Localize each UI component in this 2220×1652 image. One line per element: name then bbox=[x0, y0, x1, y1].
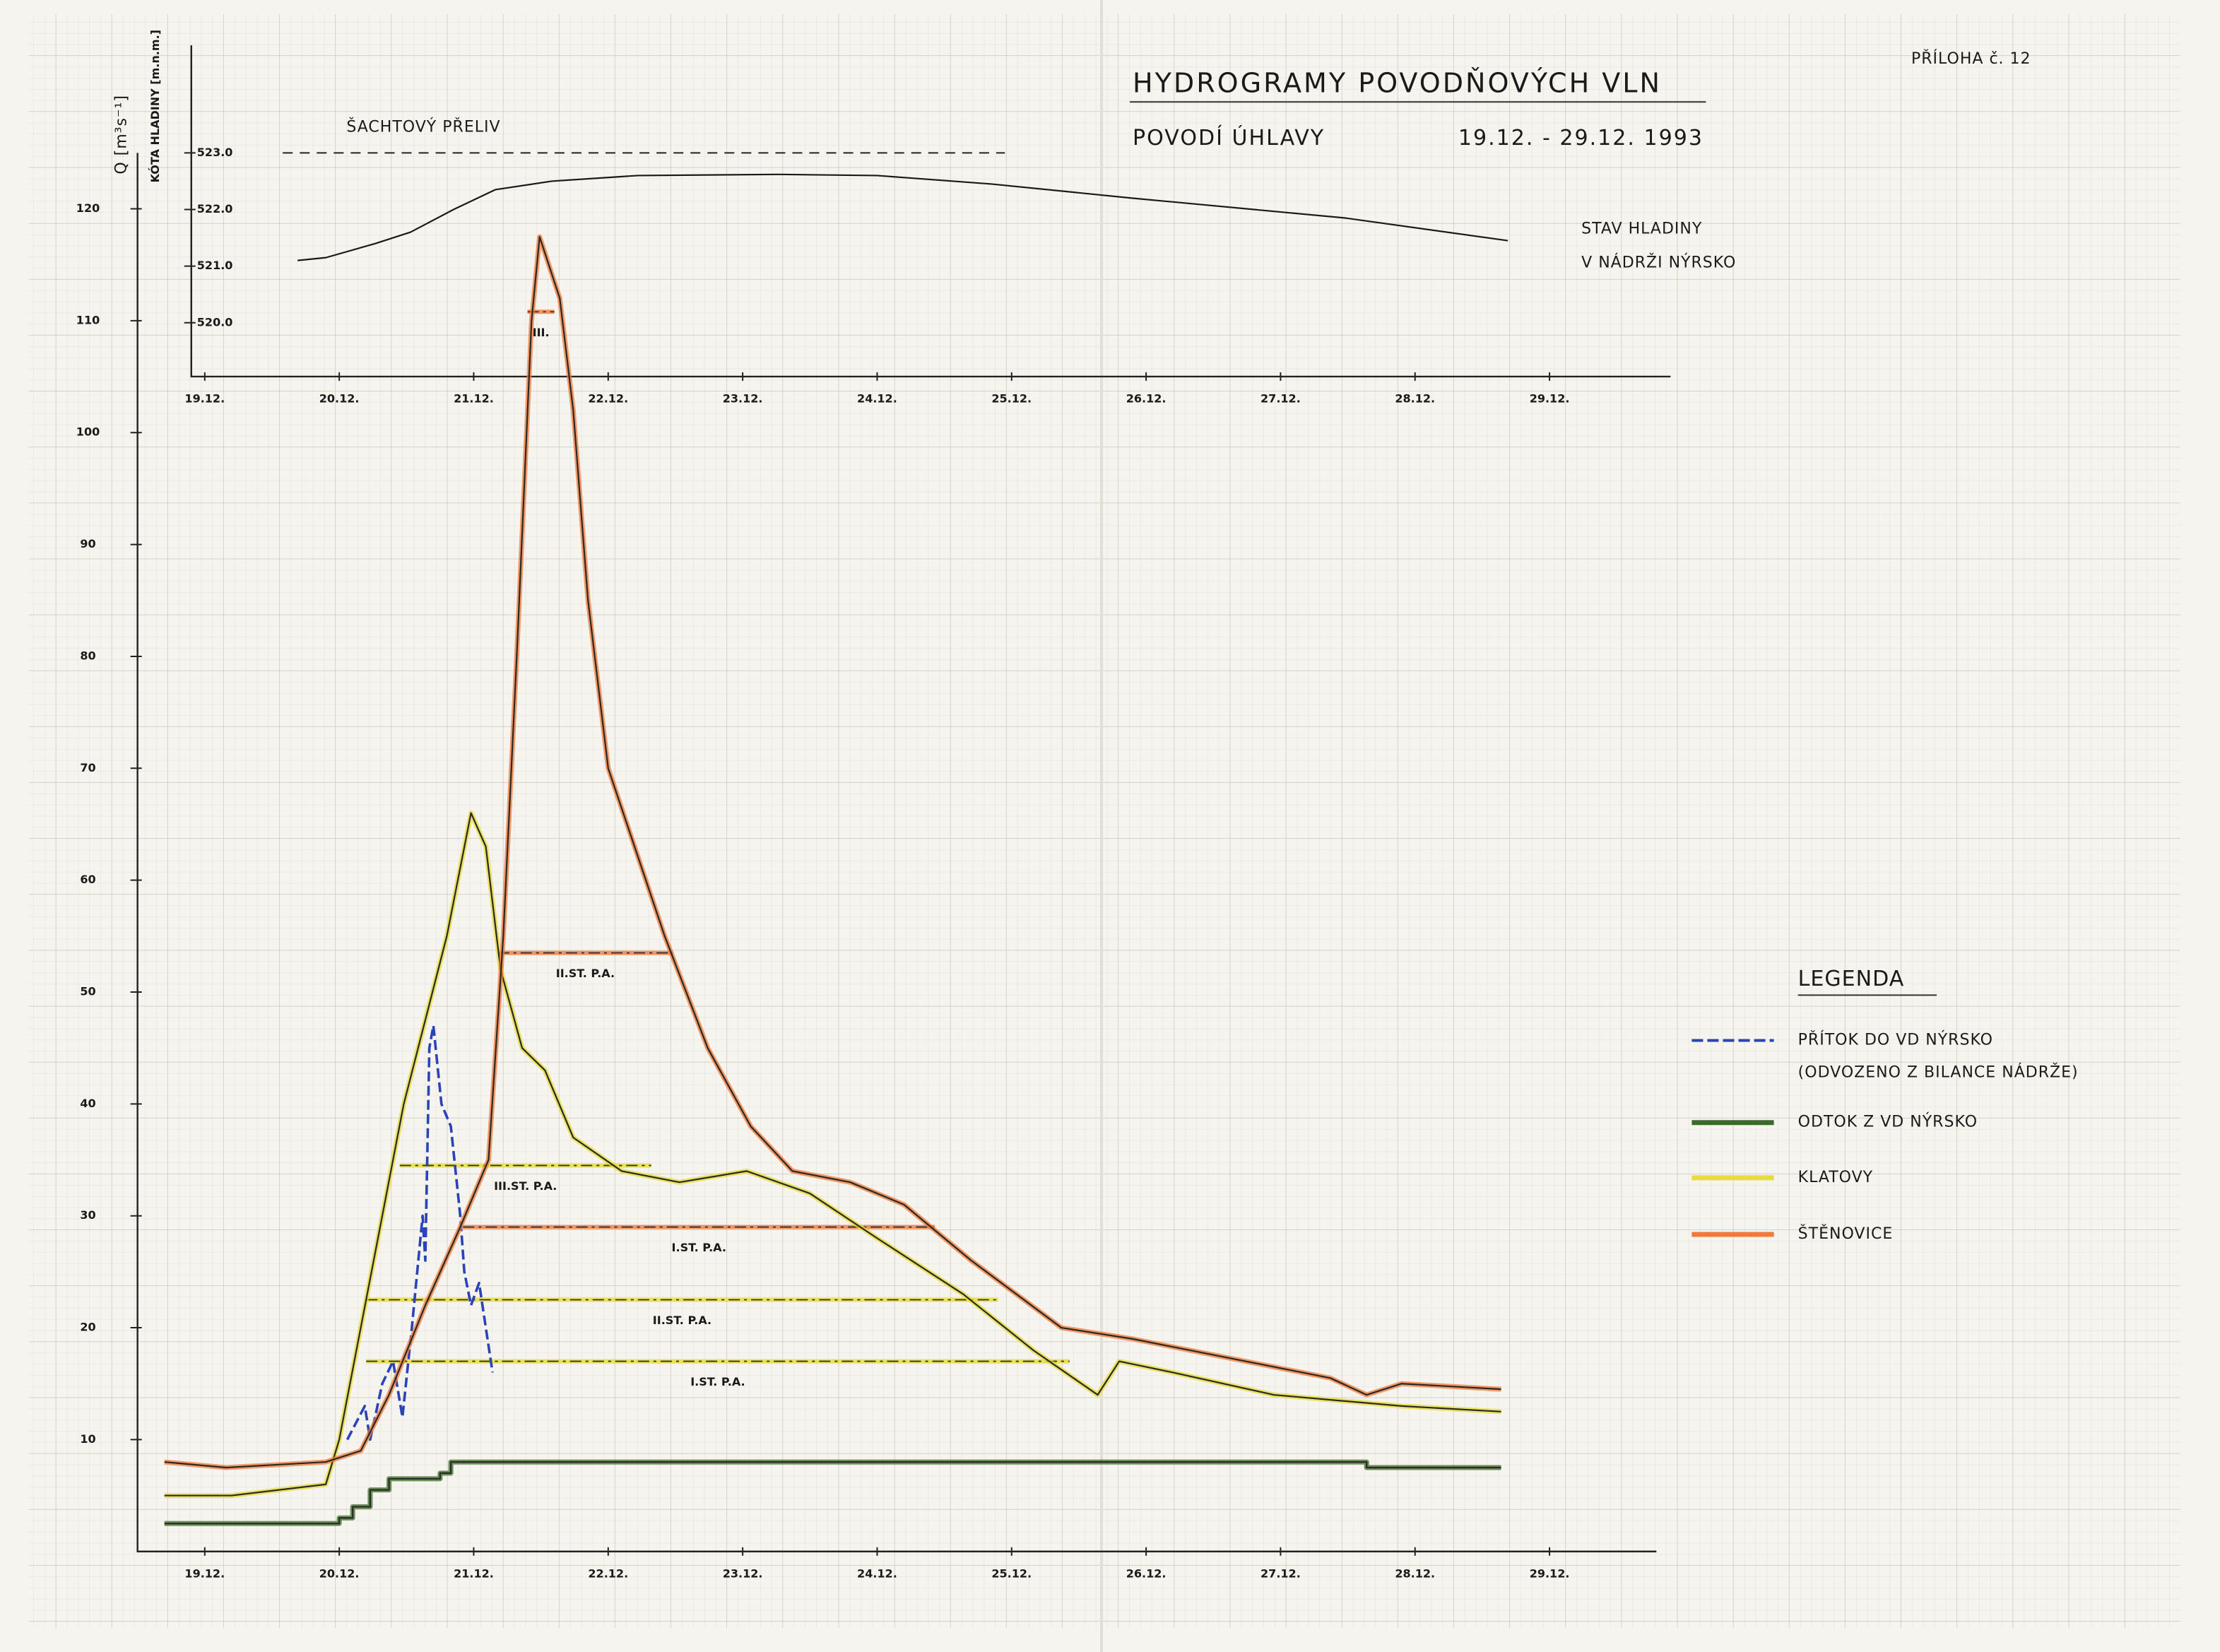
series-line bbox=[164, 812, 1501, 1497]
x-tick-label: 26.12. bbox=[1126, 391, 1167, 405]
threshold-label: III. bbox=[533, 326, 550, 339]
subtitle: POVODÍ ÚHLAVY bbox=[1133, 124, 1325, 151]
legend-label: ODTOK Z VD NÝRSKO bbox=[1798, 1113, 1978, 1131]
y-tick-label: 523.0 bbox=[197, 146, 233, 159]
y-tick-label: 50 bbox=[80, 985, 95, 998]
threshold-label: II.ST. P.A. bbox=[556, 967, 615, 980]
graph-paper bbox=[28, 14, 2180, 1628]
threshold-label: II.ST. P.A. bbox=[653, 1314, 712, 1327]
legend-label: PŘÍTOK DO VD NÝRSKO bbox=[1798, 1031, 1993, 1049]
x-tick-label: 20.12. bbox=[319, 1567, 360, 1580]
attachment: PŘÍLOHA č. 12 bbox=[1911, 49, 2031, 68]
x-tick-label: 19.12. bbox=[184, 1567, 225, 1580]
y-tick-label: 80 bbox=[80, 649, 95, 662]
x-tick-label: 23.12. bbox=[723, 391, 763, 405]
period: 19.12. - 29.12. 1993 bbox=[1458, 126, 1704, 151]
y-tick-label: 40 bbox=[80, 1097, 95, 1110]
x-tick-label: 19.12. bbox=[184, 391, 225, 405]
y-tick-label: 10 bbox=[80, 1432, 95, 1446]
legend-label: ŠTĚNOVICE bbox=[1798, 1225, 1894, 1243]
legend-note: (ODVOZENO Z BILANCE NÁDRŽE) bbox=[1798, 1063, 2079, 1082]
axis bbox=[136, 153, 1657, 1552]
threshold-label: I.ST. P.A. bbox=[672, 1241, 726, 1254]
x-tick-label: 28.12. bbox=[1395, 1567, 1435, 1580]
x-tick-label: 29.12. bbox=[1530, 1567, 1570, 1580]
x-tick-label: 27.12. bbox=[1260, 1567, 1301, 1580]
y-tick-label: 20 bbox=[80, 1321, 95, 1334]
chart-title: HYDROGRAMY POVODŇOVÝCH VLN bbox=[1133, 68, 1662, 99]
x-tick-label: 22.12. bbox=[588, 391, 628, 405]
x-tick-label: 25.12. bbox=[991, 391, 1032, 405]
threshold-label: III.ST. P.A. bbox=[494, 1179, 557, 1193]
x-tick-label: 25.12. bbox=[991, 1567, 1032, 1580]
y-tick-label: 100 bbox=[76, 425, 100, 439]
y-axis-label: KÓTA HLADINY [m.n.m.] bbox=[148, 30, 162, 182]
annotation: V NÁDRŽI NÝRSKO bbox=[1581, 254, 1736, 272]
x-tick-label: 26.12. bbox=[1126, 1567, 1167, 1580]
y-tick-label: 120 bbox=[76, 201, 100, 215]
x-tick-label: 20.12. bbox=[319, 391, 360, 405]
y-tick-label: 70 bbox=[80, 761, 95, 774]
x-tick-label: 24.12. bbox=[857, 1567, 897, 1580]
series-line bbox=[164, 236, 1501, 1469]
x-tick-label: 21.12. bbox=[454, 391, 494, 405]
legend-title: LEGENDA bbox=[1798, 967, 1905, 991]
x-tick-label: 27.12. bbox=[1260, 391, 1301, 405]
y-tick-label: 110 bbox=[76, 313, 100, 326]
series-line bbox=[297, 173, 1508, 261]
y-axis-label: Q [m³s⁻¹] bbox=[113, 95, 131, 175]
x-tick-label: 24.12. bbox=[857, 391, 897, 405]
x-tick-label: 21.12. bbox=[454, 1567, 494, 1580]
legend-label: KLATOVY bbox=[1798, 1169, 1873, 1186]
y-tick-label: 522.0 bbox=[197, 202, 233, 216]
axis bbox=[190, 45, 1671, 378]
x-tick-label: 23.12. bbox=[723, 1567, 763, 1580]
x-tick-label: 22.12. bbox=[588, 1567, 628, 1580]
x-tick-label: 28.12. bbox=[1395, 391, 1435, 405]
y-tick-label: 90 bbox=[80, 537, 95, 550]
y-tick-label: 520.0 bbox=[197, 315, 233, 329]
y-tick-label: 30 bbox=[80, 1208, 95, 1222]
y-tick-label: 60 bbox=[80, 873, 95, 886]
x-tick-label: 29.12. bbox=[1530, 391, 1570, 405]
threshold-label: I.ST. P.A. bbox=[690, 1375, 745, 1388]
series-line bbox=[346, 1024, 494, 1441]
series-line bbox=[164, 1461, 1501, 1525]
annotation: STAV HLADINY bbox=[1581, 220, 1702, 238]
y-tick-label: 521.0 bbox=[197, 259, 233, 272]
reference-label: ŠACHTOVÝ PŘELIV bbox=[346, 117, 500, 136]
